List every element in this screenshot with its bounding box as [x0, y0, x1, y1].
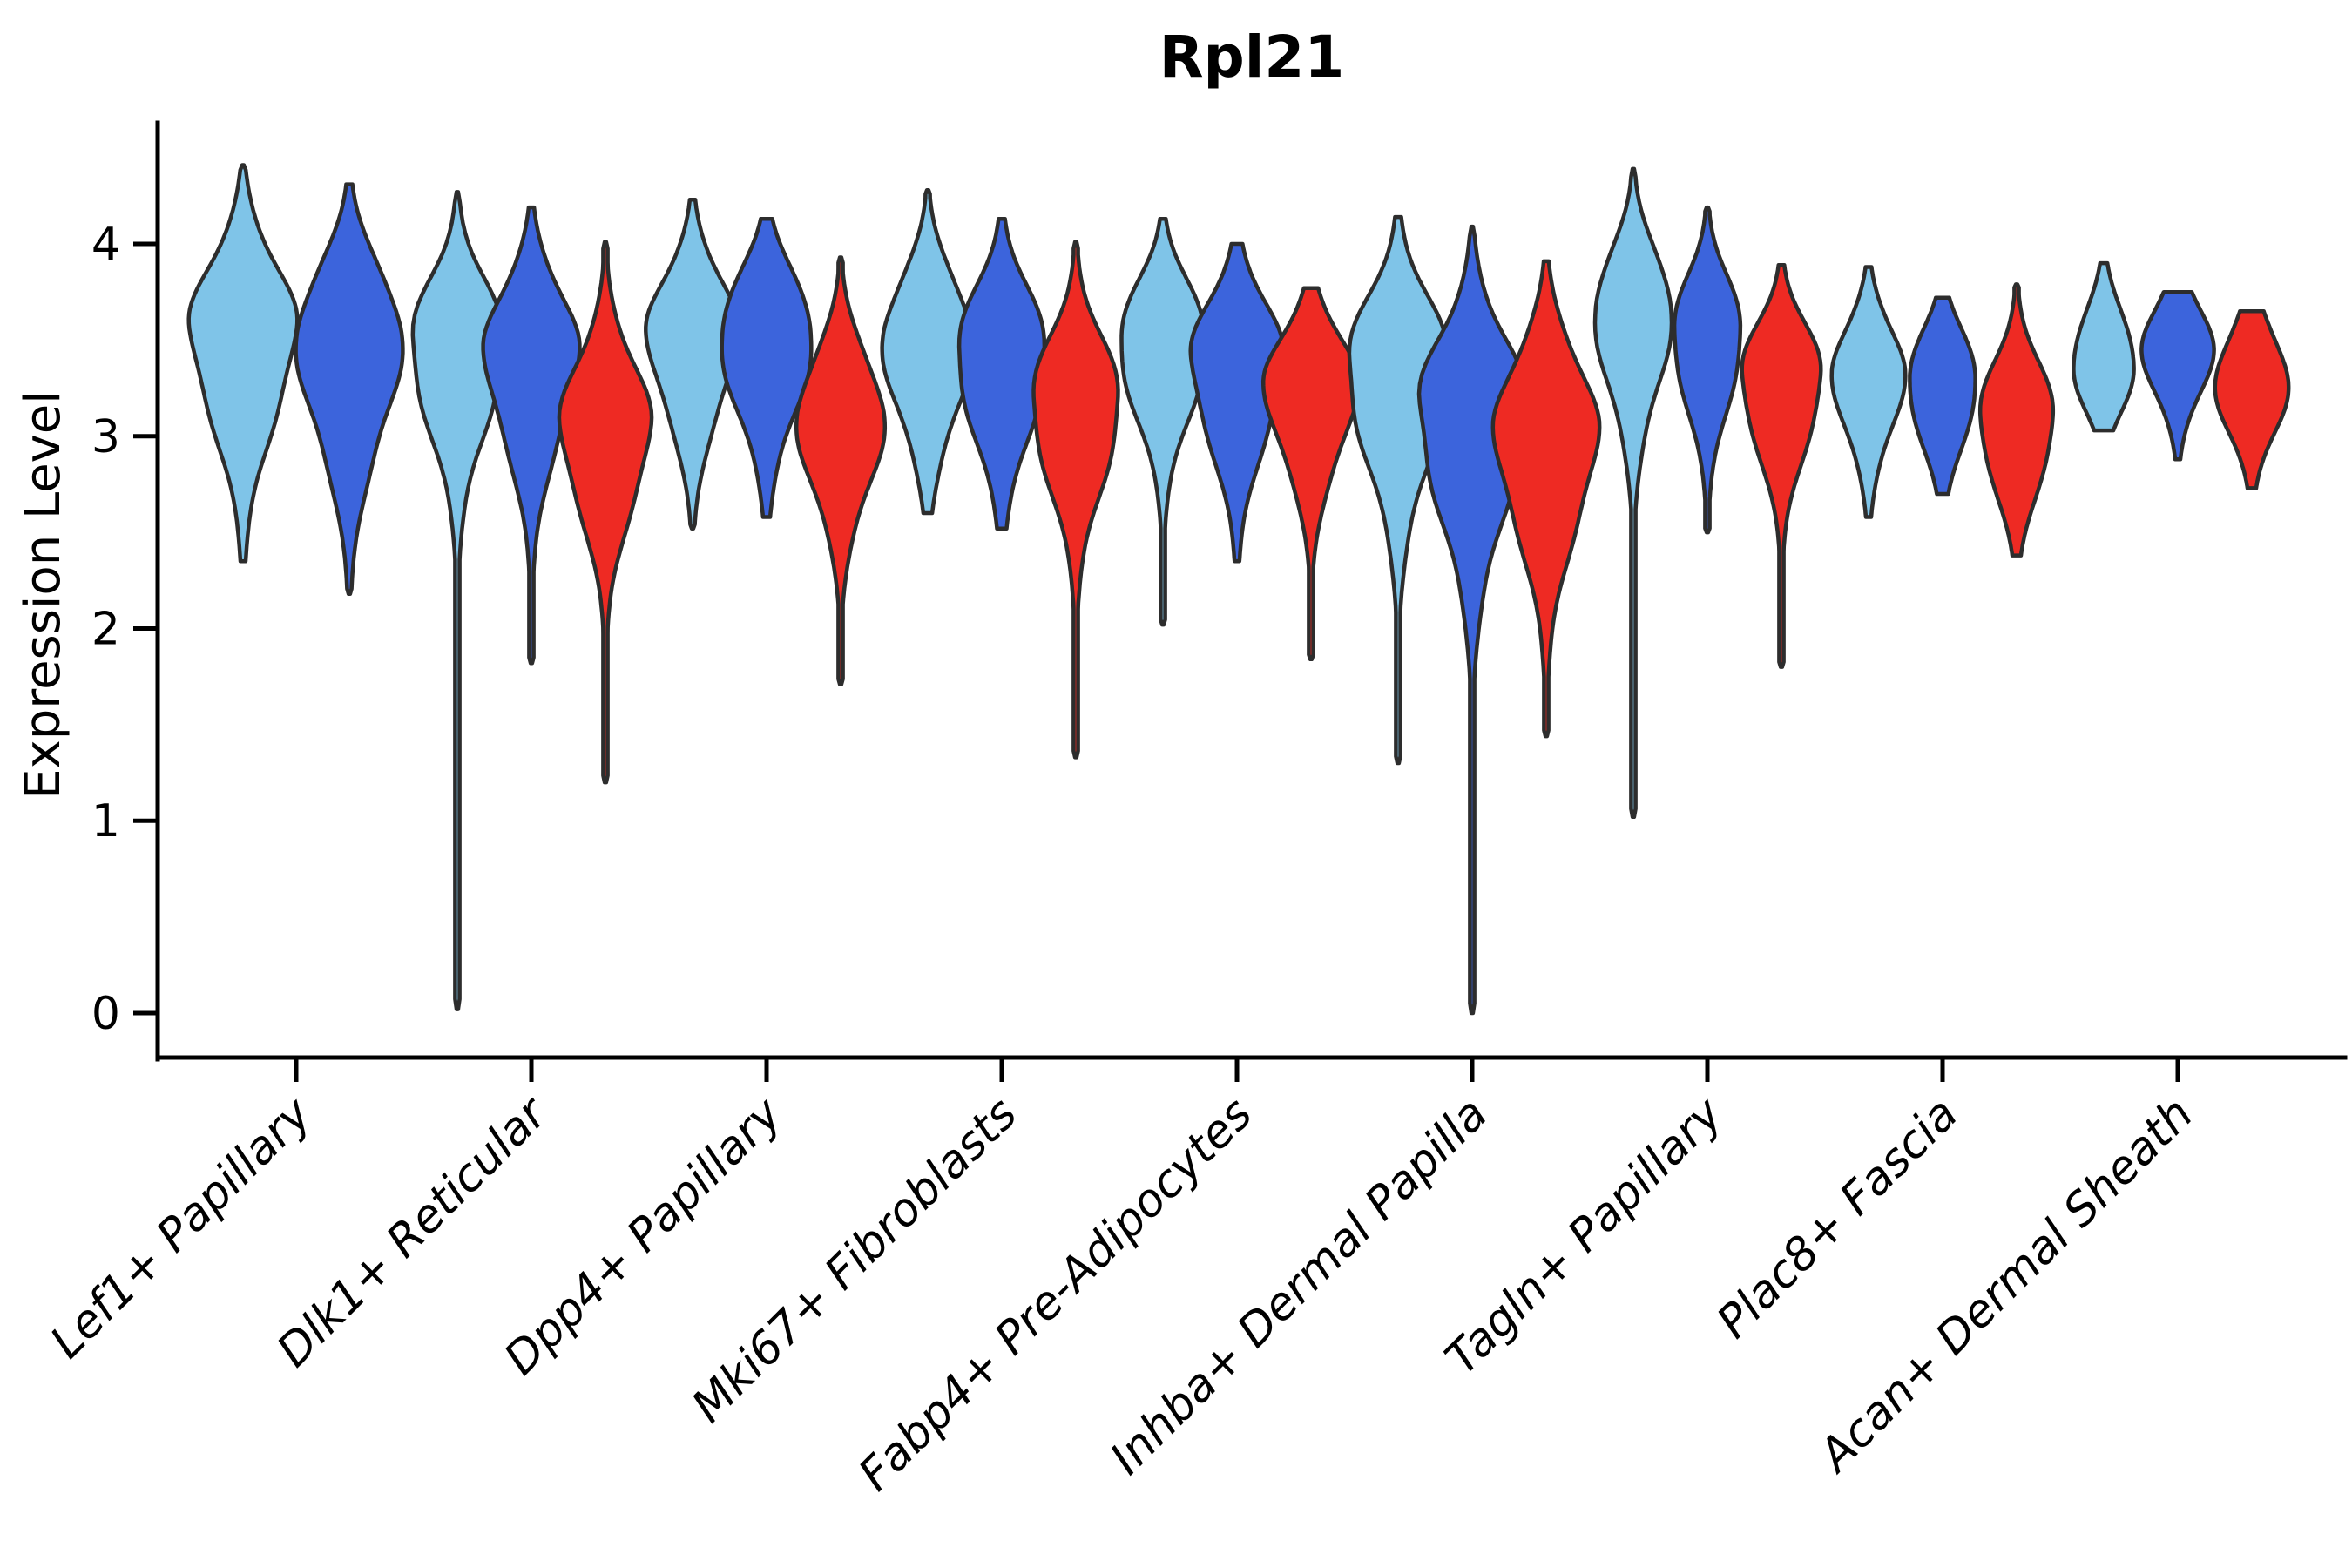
violin-inhba-dermal-papilla-red — [1490, 259, 1602, 739]
violin-tagln-papillary-light-blue — [1592, 166, 1674, 820]
violin-mki67-fibroblasts-light-blue — [880, 187, 976, 516]
x-tick-label-8: Acan+ Dermal Sheath — [1808, 1088, 2203, 1484]
violins-layer — [186, 163, 2291, 1016]
y-tick-label-4: 4 — [91, 219, 120, 271]
violin-dpp4-papillary-dark-blue — [720, 217, 814, 519]
violin-dpp4-papillary-red — [794, 255, 888, 686]
y-tick-label-0: 0 — [91, 988, 120, 1040]
violin-tagln-papillary-dark-blue — [1672, 205, 1743, 535]
violin-fabp4-pre-adipocytes-light-blue — [1119, 217, 1206, 627]
violin-plac8-fascia-red — [1977, 282, 2056, 558]
violin-plac8-fascia-dark-blue — [1908, 295, 1977, 497]
y-axis-label: Expression Level — [15, 390, 71, 800]
violin-mki67-fibroblasts-red — [1031, 240, 1120, 760]
violin-fabp4-pre-adipocytes-red — [1260, 286, 1362, 662]
violin-acan-dermal-sheath-dark-blue — [2139, 289, 2216, 462]
y-tick-label-3: 3 — [91, 411, 120, 463]
violin-mki67-fibroblasts-dark-blue — [956, 217, 1047, 531]
violin-lef1-papillary-light-blue — [186, 163, 300, 564]
violin-dlk1-reticular-light-blue — [410, 190, 504, 1011]
violin-dlk1-reticular-red — [557, 240, 654, 785]
y-tick-label-2: 2 — [91, 604, 120, 656]
violin-inhba-dermal-papilla-dark-blue — [1416, 224, 1528, 1016]
violin-acan-dermal-sheath-light-blue — [2072, 260, 2136, 433]
chart-title: Rpl21 — [1159, 24, 1345, 91]
violin-plac8-fascia-light-blue — [1829, 265, 1908, 519]
x-tick-label-5: Inhba+ Dermal Papilla — [1100, 1088, 1497, 1485]
violin-acan-dermal-sheath-red — [2213, 309, 2291, 490]
y-tick-label-1: 1 — [91, 795, 120, 848]
x-tick-label-4: Fabp4+ Pre-Adipocytes — [849, 1088, 1263, 1502]
x-tick-label-7: Plac8+ Fascia — [1707, 1088, 1968, 1348]
violin-lef1-papillary-dark-blue — [294, 182, 405, 597]
violin-tagln-papillary-red — [1740, 263, 1823, 669]
